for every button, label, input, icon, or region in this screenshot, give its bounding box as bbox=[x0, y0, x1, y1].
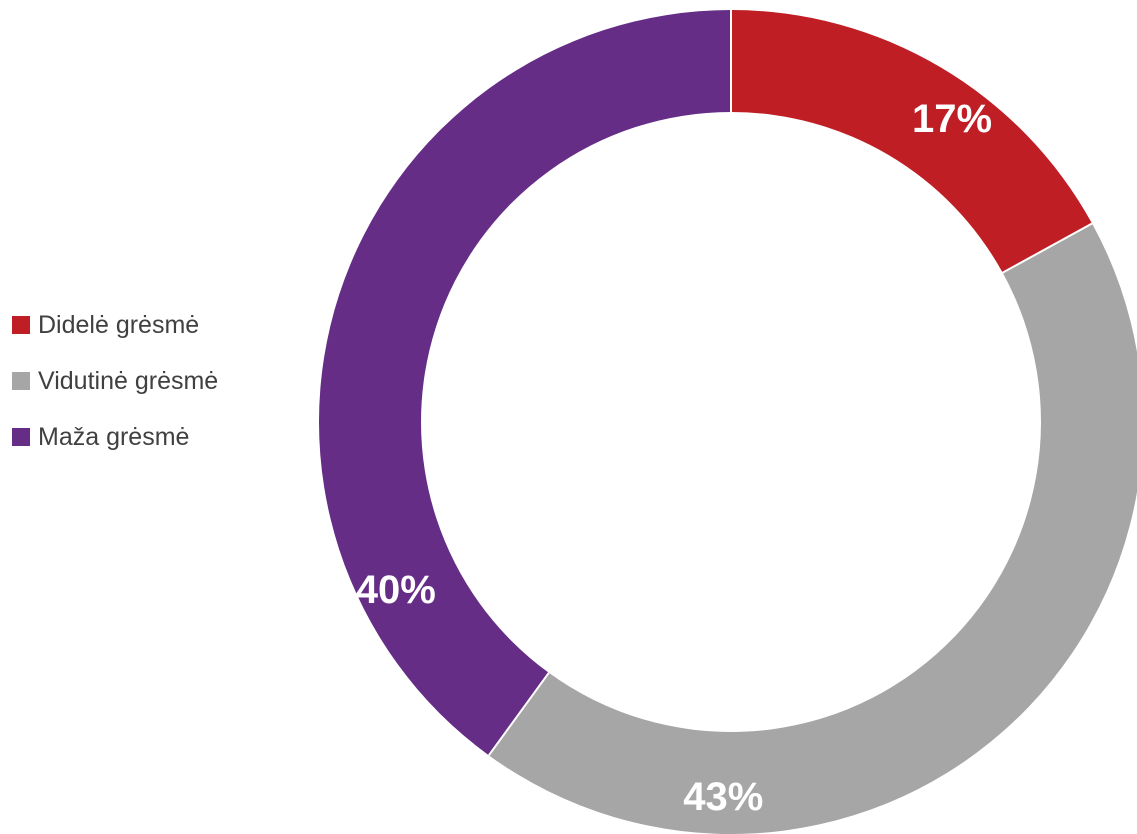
donut-slice-label-2: 43% bbox=[683, 775, 763, 819]
legend-swatch bbox=[12, 428, 30, 446]
donut-slice-3 bbox=[319, 10, 731, 756]
legend-item-maza: Maža grėsmė bbox=[12, 420, 218, 454]
donut-slice-1 bbox=[731, 10, 1093, 273]
slice-separator-3 bbox=[488, 672, 550, 756]
legend-label: Didelė grėsmė bbox=[38, 310, 200, 339]
legend-swatch bbox=[12, 316, 30, 334]
donut-slices bbox=[319, 10, 1137, 834]
donut-slice-label-3: 40% bbox=[356, 568, 436, 612]
legend-label: Vidutinė grėsmė bbox=[38, 366, 219, 395]
donut-slice-label-1: 17% bbox=[912, 97, 992, 141]
legend-item-vidutine: Vidutinė grėsmė bbox=[12, 364, 218, 398]
legend-item-didele: Didelė grėsmė bbox=[12, 308, 218, 342]
donut-slice-2 bbox=[488, 223, 1137, 834]
legend-label: Maža grėsmė bbox=[38, 422, 190, 451]
slice-separator-2 bbox=[1002, 222, 1093, 274]
legend-swatch bbox=[12, 372, 30, 390]
legend: Didelė grėsmė Vidutinė grėsmė Maža grėsm… bbox=[12, 308, 218, 454]
donut-labels: 17% 43% 40% bbox=[356, 97, 992, 819]
